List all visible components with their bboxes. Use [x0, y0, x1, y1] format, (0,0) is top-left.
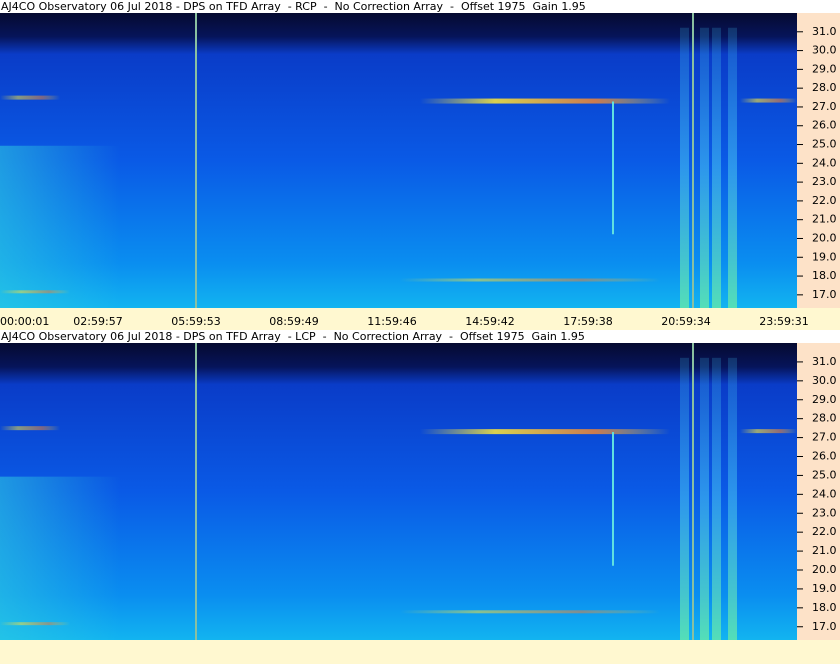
y-tick-label: 22.0 [812, 525, 837, 538]
burst-band [680, 27, 689, 308]
streak [420, 429, 670, 435]
y-tick-label: 28.0 [812, 81, 837, 94]
y-tick-label: 31.0 [812, 25, 837, 38]
spectrogram-image [0, 343, 797, 640]
streak [420, 98, 670, 104]
marker-line [612, 101, 614, 235]
y-tick-label: 27.0 [812, 431, 837, 444]
streak [400, 278, 660, 282]
streak [400, 610, 660, 614]
cursor-line [692, 13, 694, 308]
y-tick-label: 24.0 [812, 156, 837, 169]
burst-band [712, 27, 721, 308]
y-tick-label: 29.0 [812, 62, 837, 75]
marker-line [612, 432, 614, 566]
cursor-line [195, 13, 197, 308]
y-tick-label: 31.0 [812, 355, 837, 368]
streak [740, 429, 797, 434]
burst-band [680, 357, 689, 640]
y-tick-label: 20.0 [812, 563, 837, 576]
x-tick-label: 00:00:01 [0, 315, 49, 328]
burst-band [728, 27, 737, 308]
y-tick-label: 24.0 [812, 487, 837, 500]
y-tick-label: 25.0 [812, 468, 837, 481]
cursor-line [195, 343, 197, 640]
dawn-glow [0, 145, 120, 308]
y-tick-label: 30.0 [812, 374, 837, 387]
y-tick-label: 18.0 [812, 269, 837, 282]
y-tick-label: 27.0 [812, 100, 837, 113]
y-tick-label: 25.0 [812, 138, 837, 151]
x-tick-label: 08:59:49 [269, 315, 318, 328]
x-tick-label: 05:59:53 [171, 315, 220, 328]
time-axis-band [0, 308, 840, 330]
y-tick-label: 22.0 [812, 194, 837, 207]
burst-band [728, 357, 737, 640]
x-tick-label: 14:59:42 [465, 315, 514, 328]
dawn-glow [0, 476, 120, 640]
x-tick-label: 02:59:57 [73, 315, 122, 328]
axis-area [797, 13, 840, 308]
y-tick-label: 19.0 [812, 582, 837, 595]
y-tick-label: 18.0 [812, 601, 837, 614]
y-tick-label: 20.0 [812, 231, 837, 244]
streak [740, 98, 797, 103]
y-tick-label: 30.0 [812, 44, 837, 57]
cursor-line [692, 343, 694, 640]
y-tick-label: 23.0 [812, 175, 837, 188]
streak [0, 95, 60, 100]
streak [0, 290, 70, 294]
title-bar [0, 0, 840, 13]
y-tick-label: 28.0 [812, 412, 837, 425]
burst-band [712, 357, 721, 640]
y-tick-label: 26.0 [812, 450, 837, 463]
y-tick-label: 21.0 [812, 544, 837, 557]
burst-band [700, 27, 709, 308]
panel-title: AJ4CO Observatory 06 Jul 2018 - DPS on T… [1, 330, 585, 343]
streak [0, 622, 70, 626]
title-bar [0, 330, 840, 343]
x-tick-label: 17:59:38 [563, 315, 612, 328]
y-tick-label: 23.0 [812, 506, 837, 519]
spectrogram-image [0, 13, 797, 308]
x-tick-label: 23:59:31 [759, 315, 808, 328]
bottom-band [0, 640, 840, 664]
y-tick-label: 29.0 [812, 393, 837, 406]
axis-area [797, 343, 840, 640]
y-tick-label: 21.0 [812, 213, 837, 226]
burst-band [700, 357, 709, 640]
y-tick-label: 17.0 [812, 620, 837, 633]
y-tick-label: 26.0 [812, 119, 837, 132]
panel-title: AJ4CO Observatory 06 Jul 2018 - DPS on T… [1, 0, 586, 13]
y-tick-label: 17.0 [812, 288, 837, 301]
y-tick-label: 19.0 [812, 250, 837, 263]
x-tick-label: 11:59:46 [367, 315, 416, 328]
x-tick-label: 20:59:34 [661, 315, 710, 328]
streak [0, 426, 60, 431]
